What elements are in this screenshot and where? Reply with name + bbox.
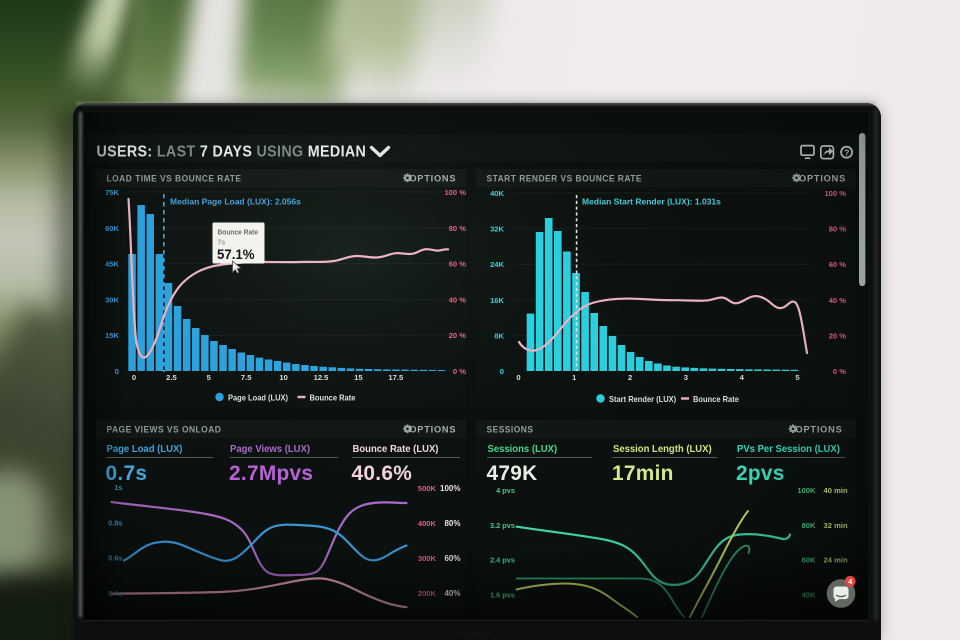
svg-text:MacBook: MacBook [455, 628, 493, 638]
svg-text:4: 4 [848, 577, 853, 586]
